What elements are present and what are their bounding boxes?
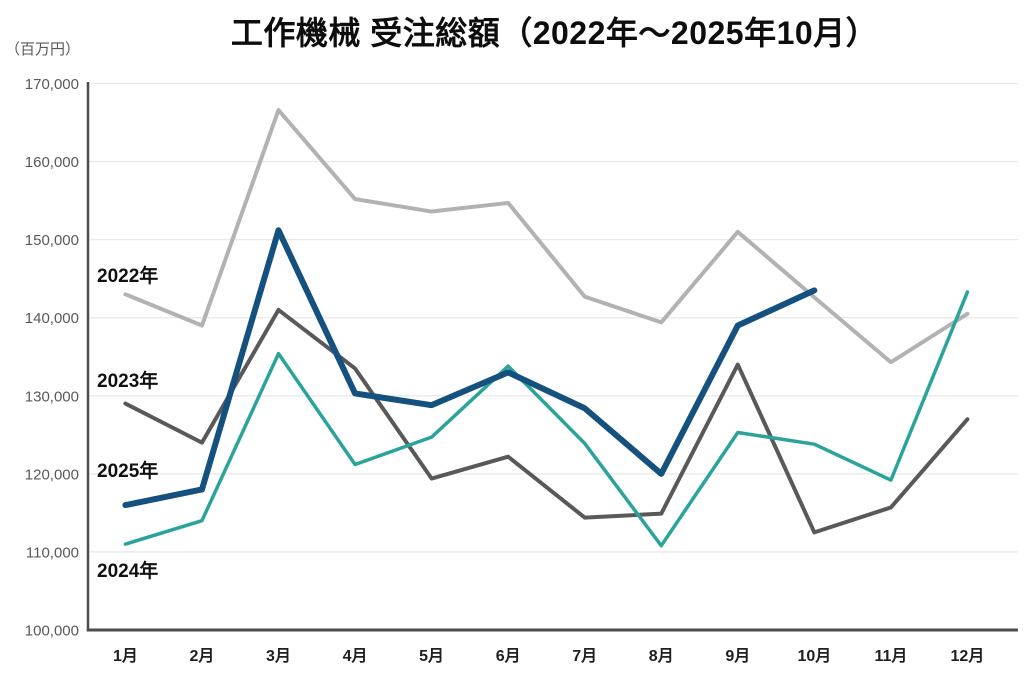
series-label-2022: 2022年 bbox=[97, 266, 159, 287]
y-tick-label: 140,000 bbox=[25, 310, 79, 327]
x-tick-label: 4月 bbox=[343, 647, 368, 665]
series-label-2024: 2024年 bbox=[97, 561, 159, 582]
x-tick-label: 5月 bbox=[419, 647, 444, 665]
x-tick-label: 11月 bbox=[874, 647, 907, 665]
x-tick-label: 3月 bbox=[266, 647, 291, 665]
y-tick-label: 120,000 bbox=[25, 466, 79, 483]
x-tick-label: 6月 bbox=[496, 647, 521, 665]
x-axis-tick-labels: 1月 2月 3月 4月 5月 6月 7月 8月 9月 10月 11月 12月 bbox=[113, 647, 984, 665]
x-tick-label: 9月 bbox=[725, 647, 750, 665]
series-line-2024年 bbox=[123, 290, 970, 548]
y-tick-label: 170,000 bbox=[25, 76, 79, 93]
series-line-2025年 bbox=[122, 227, 818, 509]
series-line-2022年 bbox=[123, 108, 970, 365]
series-line-2023年 bbox=[123, 307, 970, 535]
gridlines bbox=[88, 82, 1018, 553]
series-label-2025: 2025年 bbox=[97, 461, 159, 482]
series-lines bbox=[122, 108, 970, 548]
x-tick-label: 12月 bbox=[951, 647, 985, 665]
x-tick-label: 1月 bbox=[113, 647, 138, 665]
series-label-2023: 2023年 bbox=[97, 371, 159, 392]
y-tick-label: 160,000 bbox=[25, 154, 79, 171]
y-tick-label: 130,000 bbox=[25, 388, 79, 405]
axes bbox=[86, 82, 1018, 632]
x-tick-label: 2月 bbox=[189, 647, 214, 665]
x-tick-label: 7月 bbox=[572, 647, 597, 665]
chart-title: 工作機械 受注総額（2022年～2025年10月） bbox=[230, 15, 879, 51]
x-tick-label: 10月 bbox=[797, 647, 831, 665]
y-tick-label: 110,000 bbox=[26, 544, 79, 561]
y-tick-label: 100,000 bbox=[25, 623, 79, 640]
y-axis-tick-labels: 100,000 110,000 120,000 130,000 140,000 150,0… bbox=[25, 76, 79, 640]
y-tick-label: 150,000 bbox=[25, 232, 79, 249]
x-tick-label: 8月 bbox=[649, 647, 674, 665]
y-axis-unit-label: （百万円） bbox=[5, 41, 81, 58]
